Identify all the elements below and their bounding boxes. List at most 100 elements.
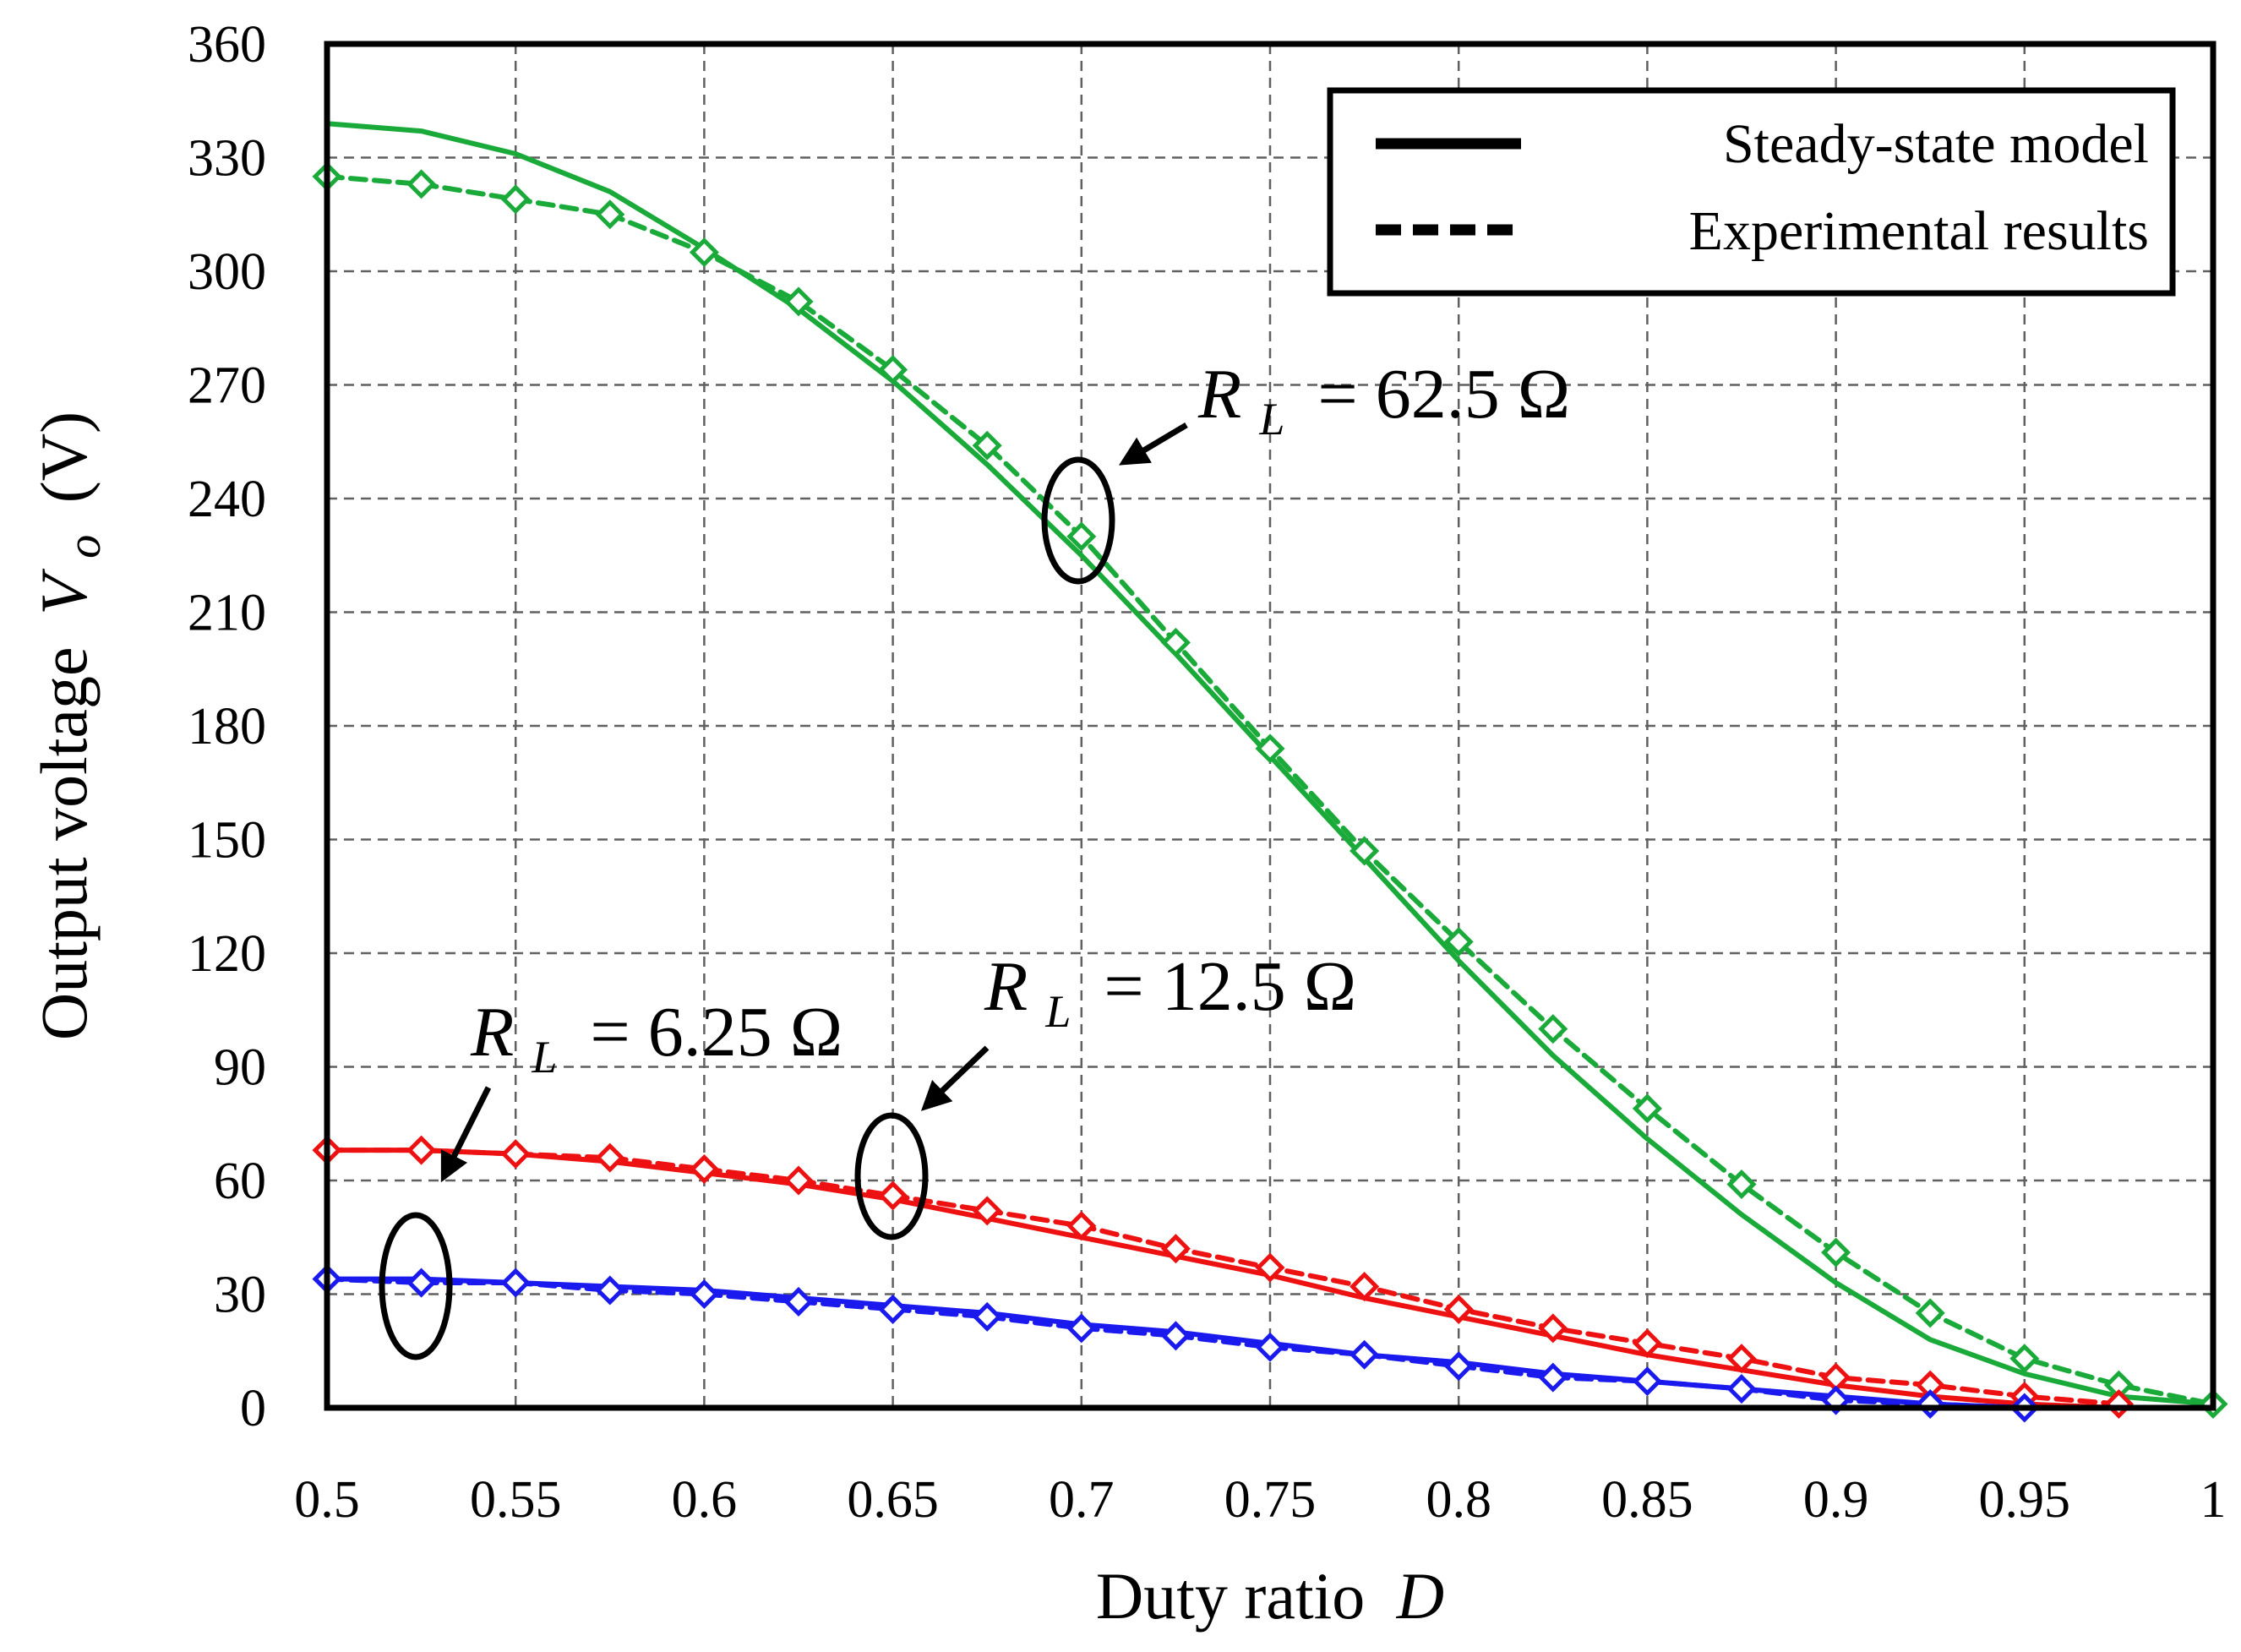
- annotation-subscript-rl-12: L: [1044, 986, 1071, 1037]
- series-marker-1: [2009, 1344, 2040, 1374]
- annotation-arrow-rl-62: [1118, 422, 1188, 466]
- y-tick-label: 30: [214, 1267, 266, 1324]
- series-marker-1: [783, 286, 814, 317]
- series-marker-5: [1160, 1321, 1191, 1351]
- y-axis-title: Output voltage V o (V): [27, 412, 114, 1040]
- y-tick-label: 300: [188, 243, 266, 301]
- x-tick-label: 0.55: [470, 1471, 562, 1529]
- series-markers: [312, 161, 2228, 1423]
- annotation-ellipse-rl-12: [854, 1112, 929, 1240]
- annotation-rl-6: R L = 6.25 Ω: [379, 993, 842, 1360]
- x-tick-label: 1: [2200, 1471, 2227, 1529]
- series-marker-1: [878, 355, 908, 385]
- series-marker-5: [1538, 1362, 1568, 1393]
- x-tick-label: 0.95: [1979, 1471, 2071, 1529]
- annotation-symbol-rl-62: R: [1197, 355, 1241, 433]
- y-tick-label: 240: [188, 471, 266, 528]
- y-tick-label: 0: [240, 1380, 266, 1437]
- series-marker-3: [1726, 1344, 1757, 1374]
- x-tick-label: 0.9: [1803, 1471, 1869, 1529]
- annotation-label-rl-12: R L = 12.5 Ω: [984, 947, 1356, 1043]
- y-tick-label: 330: [188, 130, 266, 188]
- series-marker-1: [406, 169, 437, 199]
- series-marker-5: [1255, 1332, 1285, 1362]
- annotation-arrow-rl-12: [920, 1045, 990, 1111]
- legend-label-model: Steady-state model: [1723, 113, 2149, 175]
- series-marker-1: [1538, 1014, 1568, 1044]
- series-marker-5: [783, 1286, 814, 1317]
- series-marker-5: [1443, 1351, 1474, 1382]
- series-marker-3: [595, 1142, 625, 1173]
- series-marker-5: [406, 1268, 437, 1298]
- annotation-symbol-rl-12: R: [984, 947, 1028, 1026]
- legend: Steady-state model Experimental results: [1327, 87, 2176, 297]
- series-marker-1: [1350, 836, 1380, 866]
- y-tick-label: 90: [214, 1039, 266, 1097]
- x-axis-title: Duty ratio D: [1096, 1559, 1444, 1633]
- series-marker-3: [689, 1154, 719, 1185]
- y-axis-title-text: Output voltage: [27, 646, 101, 1040]
- series-marker-1: [972, 430, 1002, 461]
- series-marker-1: [595, 199, 625, 230]
- series-marker-1: [1443, 927, 1474, 957]
- x-tick-label: 0.8: [1426, 1471, 1491, 1529]
- annotation-subscript-rl-62: L: [1258, 394, 1284, 444]
- series-marker-3: [878, 1180, 908, 1211]
- series-marker-5: [878, 1294, 908, 1324]
- series-marker-3: [1160, 1234, 1191, 1264]
- series-marker-3: [1632, 1328, 1662, 1359]
- series-marker-3: [406, 1135, 437, 1165]
- annotation-symbol-rl-6: R: [470, 993, 514, 1071]
- series-marker-1: [1726, 1169, 1757, 1200]
- annotation-label-rl-6: R L = 6.25 Ω: [470, 993, 842, 1088]
- plot-frame: [324, 41, 2216, 1411]
- series-marker-3: [1443, 1294, 1474, 1324]
- annotation-rl-62: R L = 62.5 Ω: [1041, 355, 1570, 585]
- legend-box: [1327, 87, 2176, 297]
- x-tick-label: 0.6: [672, 1471, 738, 1529]
- series-marker-5: [595, 1275, 625, 1306]
- y-axis-title-unit: (V): [27, 412, 101, 503]
- tick-labels: 0.5 0.55 0.6 0.65 0.7 0.75 0.8 0.85 0.9 0.95 1 0 30 6…: [188, 16, 2227, 1529]
- y-tick-label: 60: [214, 1153, 266, 1210]
- series-marker-1: [689, 237, 719, 268]
- y-tick-label: 120: [188, 925, 266, 983]
- annotation-value-rl-12: = 12.5 Ω: [1104, 947, 1356, 1026]
- series-marker-5: [1350, 1339, 1380, 1370]
- annotation-ellipse-rl-62: [1041, 456, 1115, 585]
- y-tick-label: 210: [188, 585, 266, 642]
- series-marker-3: [1538, 1313, 1568, 1344]
- series-marker-3: [1255, 1252, 1285, 1283]
- series-marker-5: [1632, 1366, 1662, 1397]
- series-marker-1: [1160, 627, 1191, 657]
- annotation-rl-12: R L = 12.5 Ω: [854, 947, 1356, 1240]
- annotation-value-rl-6: = 6.25 Ω: [590, 993, 842, 1071]
- x-tick-label: 0.7: [1049, 1471, 1115, 1529]
- series-marker-5: [1726, 1374, 1757, 1404]
- series-marker-3: [783, 1165, 814, 1196]
- x-tick-label: 0.75: [1224, 1471, 1317, 1529]
- series-marker-1: [1915, 1298, 1945, 1328]
- series-marker-5: [1066, 1313, 1097, 1344]
- series-marker-1: [1066, 521, 1097, 552]
- annotation-label-rl-62: R L = 62.5 Ω: [1197, 355, 1570, 450]
- x-tick-label: 0.85: [1601, 1471, 1693, 1529]
- x-tick-label: 0.5: [294, 1471, 360, 1529]
- series-marker-3: [500, 1139, 531, 1169]
- annotation-subscript-rl-6: L: [531, 1032, 557, 1082]
- series-marker-5: [689, 1279, 719, 1310]
- y-axis-title-sub: o: [58, 535, 111, 559]
- series-marker-3: [1066, 1211, 1097, 1241]
- series-marker-1: [1821, 1237, 1851, 1268]
- series-marker-5: [972, 1301, 1002, 1332]
- y-tick-label: 270: [188, 357, 266, 415]
- series-marker-1: [500, 184, 531, 215]
- y-tick-label: 180: [188, 698, 266, 755]
- y-axis-title-var: V: [27, 568, 101, 615]
- annotation-arrow-rl-6: [440, 1086, 492, 1183]
- legend-label-experimental: Experimental results: [1689, 200, 2149, 262]
- y-tick-label: 150: [188, 812, 266, 870]
- x-axis-title-text: Duty ratio: [1096, 1559, 1365, 1633]
